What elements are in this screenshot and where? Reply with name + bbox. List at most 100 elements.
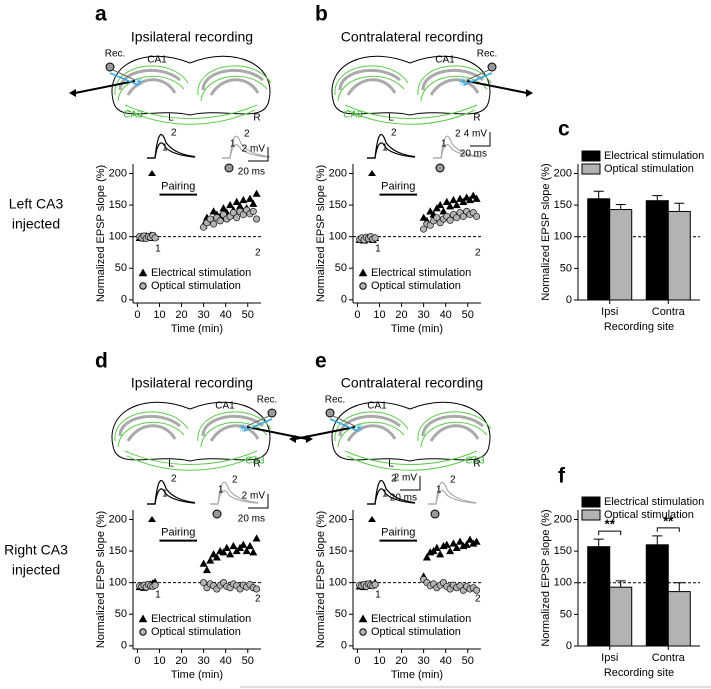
- panel-letter: f: [558, 465, 566, 488]
- trace-label: 1: [382, 143, 388, 154]
- brain-outline: [111, 55, 271, 116]
- y-tick-label: 0: [121, 640, 127, 652]
- hippocampus-gray: [338, 68, 401, 96]
- x-tick-label: 40: [440, 655, 452, 667]
- point-optical: [473, 586, 481, 594]
- legend-label: Optical stimulation: [151, 626, 241, 638]
- legend-marker: [359, 282, 367, 290]
- y-axis-label: Normalized EPSP slope (%): [540, 509, 552, 646]
- point-optical: [371, 234, 379, 242]
- diagram-label: CA1: [367, 401, 387, 412]
- trace-gray: [222, 144, 271, 159]
- row-label: injected: [12, 216, 60, 232]
- light-marker: [435, 163, 445, 173]
- legend-label: Optical stimulation: [604, 509, 694, 521]
- y-tick-label: 50: [115, 262, 127, 274]
- recording-wire: [112, 69, 136, 81]
- legend-marker: [359, 628, 367, 636]
- stim-electrode: [294, 426, 356, 440]
- scale-label: 2 mV: [242, 491, 266, 502]
- point-electrical: [439, 207, 448, 215]
- point-optical: [233, 214, 241, 222]
- y-tick-label: 0: [341, 294, 347, 306]
- trace-black: [147, 133, 196, 159]
- y-tick-label: 150: [109, 199, 127, 211]
- point-electrical: [206, 556, 215, 564]
- commissural-fibers: [344, 104, 478, 125]
- trace-label: 2: [171, 128, 177, 139]
- legend-swatch: [581, 496, 601, 508]
- scale-label: 4 mV: [464, 129, 488, 140]
- error-bar: [674, 582, 685, 592]
- point-optical: [206, 215, 214, 223]
- point-optical: [151, 234, 159, 242]
- x-tick-label: 0: [354, 309, 360, 321]
- y-tick-label: 0: [566, 640, 572, 652]
- trace-gray: [433, 135, 482, 159]
- y-tick-label: 200: [329, 167, 347, 179]
- x-tick-label: 20: [175, 309, 187, 321]
- point-optical: [200, 579, 208, 587]
- point-electrical: [252, 189, 261, 197]
- point-electrical: [446, 202, 455, 210]
- point-label: 2: [255, 247, 261, 258]
- point-electrical: [249, 199, 258, 207]
- scale-bar: [248, 494, 269, 509]
- trace-label: 2: [391, 474, 397, 485]
- x-tick-label: 20: [175, 655, 187, 667]
- error-bar: [593, 538, 604, 547]
- bar: [645, 200, 669, 301]
- x-tick-label: 10: [373, 655, 385, 667]
- row-label: Right CA3: [4, 542, 68, 558]
- diagram-label: CA1: [147, 55, 167, 66]
- point-electrical: [222, 543, 231, 552]
- y-axis-label: Normalized EPSP slope (%): [315, 511, 327, 648]
- significance-bracket: [598, 530, 622, 536]
- x-tick-label: 40: [220, 655, 232, 667]
- x-tick-label: 40: [220, 309, 232, 321]
- scale-label: 2 mV: [394, 473, 418, 484]
- x-tick-label: 20: [395, 655, 407, 667]
- scale-label: 20 ms: [238, 167, 265, 178]
- y-tick-label: 150: [554, 545, 572, 557]
- legend-label: Electrical stimulation: [371, 613, 471, 625]
- trace-label: 1: [382, 489, 388, 500]
- hippocampus-green: [417, 411, 492, 448]
- hippocampus-green: [334, 65, 409, 102]
- point-electrical: [422, 553, 431, 561]
- point-electrical: [219, 548, 228, 556]
- legend-label: Electrical stimulation: [371, 267, 471, 279]
- panel-letter: d: [95, 350, 108, 373]
- x-tick-label: 20: [395, 309, 407, 321]
- point-optical: [446, 216, 454, 224]
- trace-black: [367, 488, 416, 505]
- x-tick-label: 0: [134, 655, 140, 667]
- bar: [667, 591, 691, 647]
- stim-arrow: [289, 435, 296, 443]
- stim-arrow: [69, 89, 76, 97]
- y-axis-label: Normalized EPSP slope (%): [95, 511, 107, 648]
- point-electrical: [242, 546, 251, 555]
- commissural-fibers: [344, 450, 478, 471]
- error-bar: [652, 195, 663, 201]
- x-tick-label: 40: [440, 309, 452, 321]
- light-marker: [224, 163, 234, 173]
- bar: [645, 544, 669, 647]
- brain-outline: [111, 401, 271, 462]
- x-tick-label: Ipsi: [601, 306, 618, 318]
- trace-black: [367, 142, 416, 159]
- diagram-label: R: [253, 113, 260, 124]
- x-tick-label: Contra: [652, 306, 686, 318]
- light-fiber: [329, 418, 359, 432]
- x-tick-label: 30: [197, 309, 209, 321]
- x-tick-label: 30: [417, 655, 429, 667]
- trace-label: 1: [230, 139, 236, 150]
- y-tick-label: 150: [109, 545, 127, 557]
- legend-swatch: [581, 163, 601, 175]
- x-tick-label: Ipsi: [601, 652, 618, 664]
- significance-bracket: [656, 527, 680, 532]
- stim-marker: [368, 516, 376, 522]
- point-electrical: [226, 200, 235, 209]
- diagram-label: Rec.: [477, 49, 498, 60]
- trace-gray: [210, 481, 259, 505]
